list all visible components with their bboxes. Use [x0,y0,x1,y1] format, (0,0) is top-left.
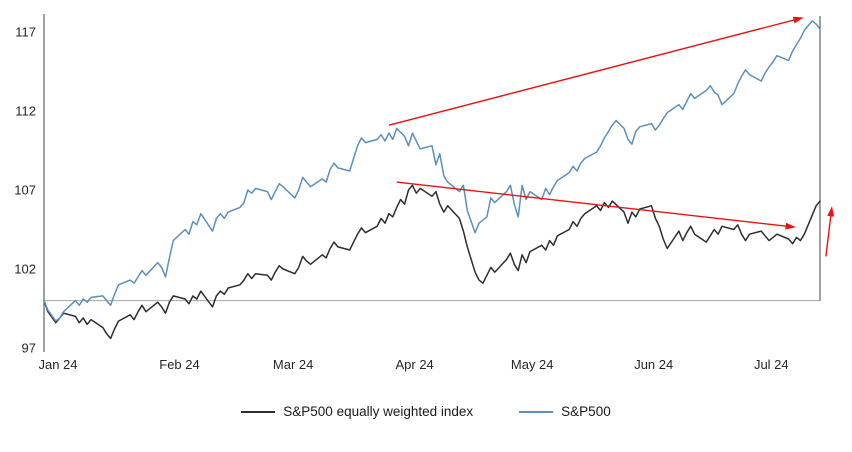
trend-arrow-2 [396,181,796,230]
x-tick-label: May 24 [511,357,554,372]
x-tick-label: Jan 24 [38,357,77,372]
annotation-arrows [388,16,835,257]
sp500-comparison-chart: 97 102 107 112 117 Jan 24 Feb 24 Mar 24 Apr 24 Ma… [0,14,852,419]
legend-label-sp500: S&P500 [561,404,611,419]
y-tick-label: 102 [14,262,36,277]
equal-weight-line-swatch [241,410,276,413]
series-line-equal-weight [43,184,821,340]
chart-legend: S&P500 equally weighted index S&P500 [0,404,852,419]
legend-label-equal-weight: S&P500 equally weighted index [283,404,474,419]
legend-item-sp500: S&P500 [519,404,611,419]
trend-arrow-1 [388,16,804,126]
y-axis-labels: 97 102 107 112 117 [14,25,36,356]
chart-canvas: 97 102 107 112 117 Jan 24 Feb 24 Mar 24 Apr 24 Ma… [14,14,835,372]
sp500-line-swatch [519,410,554,413]
x-tick-label: Feb 24 [159,357,199,372]
x-tick-label: Mar 24 [273,357,313,372]
y-tick-label: 97 [22,341,36,356]
series-line-sp500 [43,20,821,322]
legend-item-equal-weight: S&P500 equally weighted index [241,404,473,419]
y-tick-label: 117 [15,25,36,40]
y-tick-label: 107 [14,183,36,198]
x-axis-labels: Jan 24 Feb 24 Mar 24 Apr 24 May 24 Jun 24 Jul … [38,357,788,372]
x-tick-label: Jun 24 [634,357,673,372]
x-tick-label: Jul 24 [754,357,789,372]
x-tick-label: Apr 24 [395,357,433,372]
trend-arrow-3 [825,206,835,257]
y-tick-label: 112 [15,104,36,119]
